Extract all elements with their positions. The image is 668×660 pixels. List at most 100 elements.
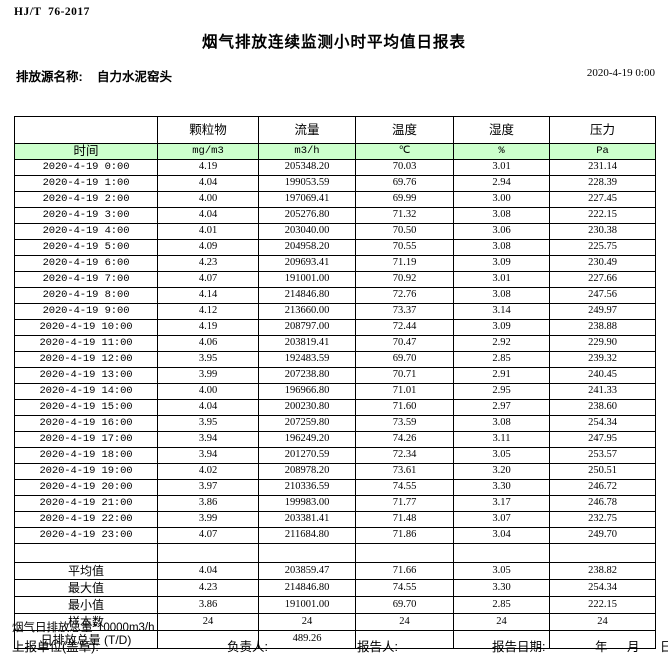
- cell-pressure: 246.72: [549, 479, 656, 496]
- cell-pressure: 240.45: [549, 367, 656, 384]
- cell-flow: 209693.41: [258, 255, 356, 272]
- cell-flow: 204958.20: [258, 239, 356, 256]
- cell-particulate: 3.99: [157, 367, 259, 384]
- cell-flow: 207238.80: [258, 367, 356, 384]
- cell-flow: 200230.80: [258, 399, 356, 416]
- cell-particulate: 3.94: [157, 447, 259, 464]
- cell-humidity: 3.20: [453, 463, 550, 480]
- cell-flow: 205348.20: [258, 159, 356, 176]
- summary-row: 最大值 4.23 214846.80 74.55 3.30 254.34: [14, 579, 656, 597]
- cell-particulate: 3.95: [157, 351, 259, 368]
- cell-flow: 199983.00: [258, 495, 356, 512]
- cell-humidity: 3.30: [453, 479, 550, 496]
- cell-humidity: 2.94: [453, 175, 550, 192]
- cell-flow: 191001.00: [258, 271, 356, 288]
- cell-humidity: 3.05: [453, 447, 550, 464]
- summary-label: 平均值: [14, 562, 158, 580]
- cell-humidity: 3.05: [453, 562, 550, 580]
- cell-pressure: 230.38: [549, 223, 656, 240]
- cell-temperature: 74.26: [355, 431, 454, 448]
- cell-temperature: 73.37: [355, 303, 454, 320]
- cell-humidity: 2.95: [453, 383, 550, 400]
- cell-time: 2020-4-19 18:00: [14, 447, 158, 464]
- summary-label: 最大值: [14, 579, 158, 597]
- cell-pressure: 238.60: [549, 399, 656, 416]
- cell-humidity: 3.01: [453, 159, 550, 176]
- cell-pressure: 230.49: [549, 255, 656, 272]
- cell-flow: 203381.41: [258, 511, 356, 528]
- cell-particulate: 3.94: [157, 431, 259, 448]
- cell-pressure: 222.15: [549, 207, 656, 224]
- cell-humidity: 3.07: [453, 511, 550, 528]
- cell-pressure: 254.34: [549, 579, 656, 597]
- cell-particulate: 4.09: [157, 239, 259, 256]
- cell-temperature: 74.55: [355, 579, 454, 597]
- cell-temperature: 72.76: [355, 287, 454, 304]
- cell-temperature: [355, 543, 454, 563]
- table-row: 2020-4-19 19:00 4.02 208978.20 73.61 3.20 250…: [14, 463, 656, 480]
- header-name-row: 颗粒物 流量 温度 湿度 压力: [14, 116, 656, 144]
- cell-pressure: 228.39: [549, 175, 656, 192]
- cell-time: 2020-4-19 7:00: [14, 271, 158, 288]
- cell-humidity: 2.92: [453, 335, 550, 352]
- cell-humidity: 3.09: [453, 319, 550, 336]
- cell-pressure: 249.97: [549, 303, 656, 320]
- header-flow: 流量: [258, 116, 356, 144]
- cell-particulate: 4.23: [157, 255, 259, 272]
- report-date-label: 报告日期:: [492, 640, 546, 654]
- table-row: 2020-4-19 0:00 4.19 205348.20 70.03 3.01 231.…: [14, 159, 656, 176]
- cell-particulate: 4.14: [157, 287, 259, 304]
- cell-time: 2020-4-19 0:00: [14, 159, 158, 176]
- cell-particulate: 4.01: [157, 223, 259, 240]
- cell-time: 2020-4-19 22:00: [14, 511, 158, 528]
- cell-temperature: 24: [355, 613, 454, 631]
- cell-temperature: 71.48: [355, 511, 454, 528]
- table-row: 2020-4-19 18:00 3.94 201270.59 72.34 3.05 253…: [14, 447, 656, 464]
- cell-time: 2020-4-19 13:00: [14, 367, 158, 384]
- reporter-label: 报告人:: [357, 640, 398, 654]
- cell-pressure: 231.14: [549, 159, 656, 176]
- cell-flow: 214846.80: [258, 287, 356, 304]
- cell-humidity: 3.09: [453, 255, 550, 272]
- person-in-charge-label: 负责人:: [227, 640, 268, 654]
- table-row: 2020-4-19 21:00 3.86 199983.00 71.77 3.17 246…: [14, 495, 656, 512]
- cell-pressure: 229.90: [549, 335, 656, 352]
- cell-flow: 196966.80: [258, 383, 356, 400]
- cell-pressure: [549, 543, 656, 563]
- table-row: 2020-4-19 10:00 4.19 208797.00 72.44 3.09 238…: [14, 319, 656, 336]
- cell-temperature: 70.03: [355, 159, 454, 176]
- cell-time: [14, 543, 158, 563]
- emission-source-value: 自力水泥窑头: [97, 70, 173, 84]
- cell-humidity: 2.91: [453, 367, 550, 384]
- cell-time: 2020-4-19 1:00: [14, 175, 158, 192]
- cell-humidity: 3.14: [453, 303, 550, 320]
- cell-pressure: 232.75: [549, 511, 656, 528]
- cell-flow: 203819.41: [258, 335, 356, 352]
- cell-temperature: 74.55: [355, 479, 454, 496]
- cell-flow: 196249.20: [258, 431, 356, 448]
- summary-row: 最小值 3.86 191001.00 69.70 2.85 222.15: [14, 596, 656, 614]
- cell-time: 2020-4-19 4:00: [14, 223, 158, 240]
- cell-temperature: 70.55: [355, 239, 454, 256]
- cell-pressure: 222.15: [549, 596, 656, 614]
- cell-flow: 214846.80: [258, 579, 356, 597]
- cell-time: 2020-4-19 14:00: [14, 383, 158, 400]
- cell-temperature: 69.99: [355, 191, 454, 208]
- month-label: 月: [627, 640, 640, 654]
- cell-time: 2020-4-19 12:00: [14, 351, 158, 368]
- table-row: 2020-4-19 14:00 4.00 196966.80 71.01 2.95 241…: [14, 383, 656, 400]
- cell-time: 2020-4-19 15:00: [14, 399, 158, 416]
- table-blank-row: [14, 543, 656, 563]
- cell-flow: 199053.59: [258, 175, 356, 192]
- daily-total-row: 日排放总量 (T/D) 489.26: [14, 630, 656, 649]
- cell-humidity: 3.08: [453, 287, 550, 304]
- cell-flow: 489.26: [258, 630, 356, 649]
- cell-flow: 24: [258, 613, 356, 631]
- table-row: 2020-4-19 4:00 4.01 203040.00 70.50 3.06 230.…: [14, 223, 656, 240]
- header-time: 时间: [14, 143, 158, 160]
- table-row: 2020-4-19 8:00 4.14 214846.80 72.76 3.08 247.…: [14, 287, 656, 304]
- cell-pressure: 238.82: [549, 562, 656, 580]
- unit-particulate: mg/m3: [157, 143, 259, 160]
- table-row: 2020-4-19 6:00 4.23 209693.41 71.19 3.09 230.…: [14, 255, 656, 272]
- cell-humidity: 3.04: [453, 527, 550, 544]
